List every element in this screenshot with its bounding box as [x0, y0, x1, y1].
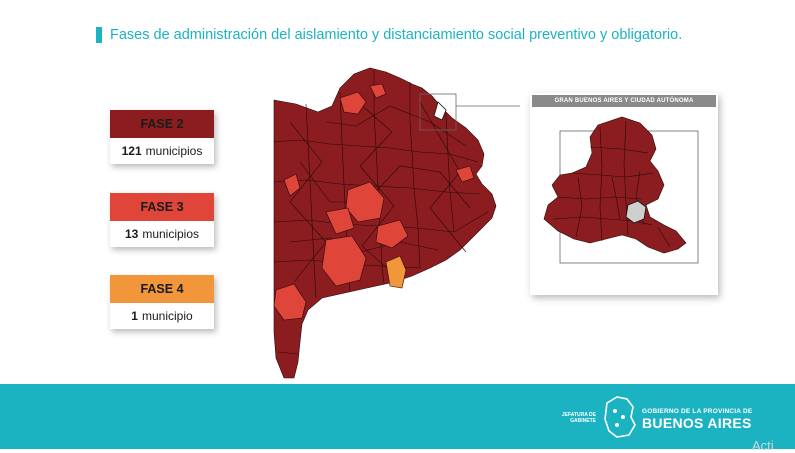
- gba-outline: [543, 116, 687, 254]
- phase-count-row: 13 municipios: [110, 221, 214, 247]
- phase-count-row: 1 municipio: [110, 303, 214, 329]
- fase-3-area: [339, 91, 367, 115]
- jefatura-line-1: JEFATURA DE: [561, 412, 596, 418]
- fase-3-area: [345, 181, 385, 223]
- fase-3-area: [283, 173, 301, 197]
- province-outline: [273, 67, 497, 379]
- province-emblem-icon: [604, 396, 636, 438]
- title-accent-mark: [96, 27, 102, 43]
- phase-unit: municipio: [141, 309, 193, 323]
- fase-3-area: [375, 219, 409, 249]
- province-map: [273, 67, 520, 379]
- inset-title: GRAN BUENOS AIRES Y CIUDAD AUTÓNOMA: [532, 95, 716, 107]
- phase-label: FASE 2: [110, 110, 214, 138]
- fase-4-area: [385, 255, 407, 289]
- jefatura-label: JEFATURA DE GABINETE: [548, 412, 596, 424]
- phase-unit: municipios: [145, 144, 203, 158]
- page-title: Fases de administración del aislamiento …: [110, 27, 683, 43]
- jefatura-line-2: GABINETE: [570, 418, 596, 424]
- phase-count: 121: [121, 144, 142, 158]
- phase-card-fase-2: FASE 2 121 municipios: [110, 110, 214, 164]
- fase-3-area: [273, 283, 307, 321]
- gba-borders: [553, 120, 671, 248]
- fase-3-area: [369, 83, 387, 99]
- gba-inset: GRAN BUENOS AIRES Y CIUDAD AUTÓNOMA: [530, 93, 718, 295]
- buenos-aires-label: BUENOS AIRES: [642, 415, 752, 431]
- zoom-box: [419, 93, 457, 131]
- footer-band: JEFATURA DE GABINETE GOBIERNO DE LA PROV…: [0, 384, 795, 449]
- activation-watermark: Acti: [752, 438, 774, 453]
- fase-3-area: [325, 207, 355, 235]
- phase-label: FASE 3: [110, 193, 214, 221]
- phase-unit: municipios: [142, 227, 200, 241]
- phase-count: 13: [124, 227, 139, 241]
- fase-3-area: [455, 165, 475, 183]
- phase-count: 1: [131, 309, 138, 323]
- phase-card-fase-4: FASE 4 1 municipio: [110, 275, 214, 329]
- page-title-bar: Fases de administración del aislamiento …: [96, 25, 682, 45]
- phase-count-row: 121 municipios: [110, 138, 214, 164]
- phase-card-fase-3: FASE 3 13 municipios: [110, 193, 214, 247]
- caba-inset: [625, 200, 647, 224]
- fase-3-area: [321, 235, 367, 287]
- phase-label: FASE 4: [110, 275, 214, 303]
- caba-marker: [433, 101, 447, 121]
- gba-inset-map: [543, 116, 699, 264]
- government-label: GOBIERNO DE LA PROVINCIA DE: [642, 408, 753, 415]
